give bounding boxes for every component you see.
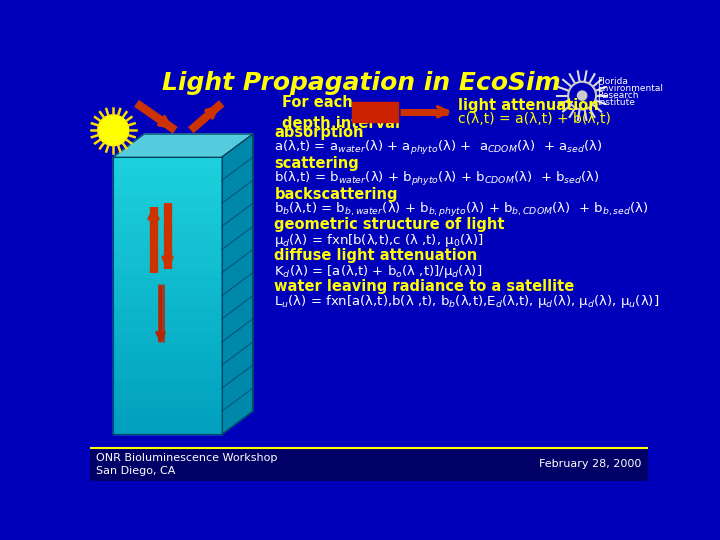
Bar [113, 360, 222, 370]
Text: μ$_d$(λ) = fxn[b(λ,t),c (λ ,t), μ$_0$(λ)]: μ$_d$(λ) = fxn[b(λ,t),c (λ ,t), μ$_0$(λ)… [274, 232, 484, 249]
Bar [113, 221, 222, 231]
Polygon shape [222, 134, 253, 434]
Bar [113, 193, 222, 204]
Bar [113, 231, 222, 240]
Text: backscattering: backscattering [274, 187, 398, 201]
Circle shape [98, 115, 129, 146]
Text: diffuse light attenuation: diffuse light attenuation [274, 248, 477, 264]
Bar [113, 304, 222, 314]
Bar [113, 212, 222, 222]
Text: L$_u$(λ) = fxn[a(λ,t),b(λ ,t), b$_b$(λ,t),E$_d$(λ,t), μ$_d$(λ), μ$_d$(λ), μ$_u$(: L$_u$(λ) = fxn[a(λ,t),b(λ ,t), b$_b$(λ,t… [274, 293, 660, 310]
Bar [113, 202, 222, 213]
Text: light attenuation: light attenuation [458, 98, 599, 113]
Text: a(λ,t) = a$_{water}$(λ) + a$_{phyto}$(λ) +  a$_{CDOM}$(λ)  + a$_{sed}$(λ): a(λ,t) = a$_{water}$(λ) + a$_{phyto}$(λ)… [274, 139, 603, 157]
Text: absorption: absorption [274, 125, 364, 140]
Bar [113, 295, 222, 305]
Bar [113, 387, 222, 397]
Bar [113, 397, 222, 407]
Text: February 28, 2000: February 28, 2000 [539, 460, 642, 469]
Bar [90, 448, 648, 481]
Text: ONR Bioluminescence Workshop
San Diego, CA: ONR Bioluminescence Workshop San Diego, … [96, 453, 278, 476]
Bar [113, 184, 222, 194]
Bar [113, 341, 222, 351]
Text: K$_d$(λ) = [a(λ,t) + b$_o$(λ ,t)]/μ$_d$(λ)]: K$_d$(λ) = [a(λ,t) + b$_o$(λ ,t)]/μ$_d$(… [274, 262, 482, 280]
Bar [352, 102, 398, 122]
Bar [113, 258, 222, 268]
Text: geometric structure of light: geometric structure of light [274, 218, 505, 232]
Text: b$_b$(λ,t) = b$_{b,water}$(λ) + b$_{b,phyto}$(λ) + b$_{b,CDOM}$(λ)  + b$_{b,sed}: b$_b$(λ,t) = b$_{b,water}$(λ) + b$_{b,ph… [274, 200, 649, 219]
Text: scattering: scattering [274, 156, 359, 171]
Bar [113, 166, 222, 176]
Text: Environmental: Environmental [598, 84, 664, 93]
Text: Institute: Institute [598, 98, 636, 107]
Bar [113, 175, 222, 185]
Bar [113, 415, 222, 425]
Text: For each
depth interval: For each depth interval [282, 94, 400, 131]
Bar [113, 157, 222, 166]
Bar [113, 157, 222, 434]
Text: Light Propagation in EcoSim: Light Propagation in EcoSim [162, 71, 561, 95]
Bar [113, 314, 222, 323]
Bar [113, 350, 222, 361]
Circle shape [577, 91, 587, 100]
Bar [113, 406, 222, 416]
Text: Research: Research [598, 91, 639, 100]
Bar [113, 249, 222, 259]
Text: b(λ,t) = b$_{water}$(λ) + b$_{phyto}$(λ) + b$_{CDOM}$(λ)  + b$_{sed}$(λ): b(λ,t) = b$_{water}$(λ) + b$_{phyto}$(λ)… [274, 170, 600, 188]
Bar [113, 267, 222, 278]
Bar [113, 323, 222, 333]
Text: c(λ,t) = a(λ,t) + b(λ,t): c(λ,t) = a(λ,t) + b(λ,t) [458, 112, 611, 126]
Bar [113, 332, 222, 342]
Bar [113, 286, 222, 296]
Polygon shape [113, 134, 253, 157]
Bar [113, 424, 222, 434]
Text: Florida: Florida [598, 77, 629, 86]
Bar [113, 240, 222, 249]
Bar [113, 276, 222, 287]
Bar [113, 369, 222, 379]
Bar [113, 378, 222, 388]
Text: water leaving radiance to a satellite: water leaving radiance to a satellite [274, 279, 575, 294]
